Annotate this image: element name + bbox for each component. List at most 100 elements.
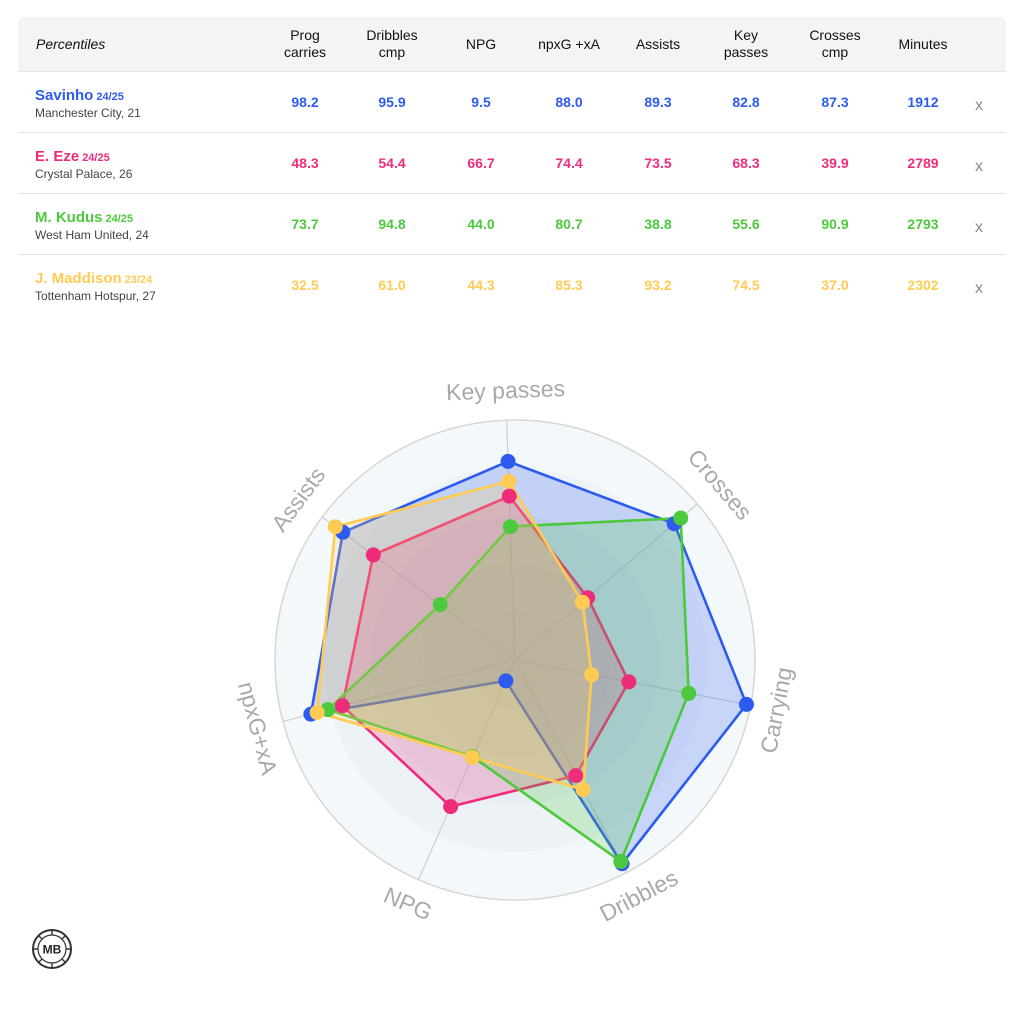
- player-name[interactable]: J. Maddison 23/24: [35, 270, 153, 287]
- stat-cell: 9.5: [471, 94, 491, 110]
- data-point: [327, 519, 343, 535]
- column-header-npg[interactable]: NPG: [465, 35, 497, 52]
- data-point: [584, 667, 600, 683]
- stat-cell: 82.8: [732, 94, 760, 110]
- remove-player-button[interactable]: x: [975, 97, 983, 114]
- data-point: [501, 473, 517, 489]
- stat-cell: 68.3: [732, 155, 760, 171]
- column-header-minutes[interactable]: Minutes: [898, 35, 948, 52]
- data-point: [500, 453, 516, 469]
- stat-cell: 74.4: [555, 155, 583, 171]
- data-point: [673, 510, 689, 526]
- stat-cell: 54.4: [378, 155, 406, 171]
- stat-cell: 44.0: [467, 216, 495, 232]
- stat-cell: 89.3: [644, 94, 672, 110]
- stat-cell: 38.8: [644, 216, 672, 232]
- remove-player-button[interactable]: x: [975, 219, 983, 236]
- data-point: [613, 853, 629, 869]
- column-header-crosses[interactable]: Crosses cmp: [809, 27, 861, 60]
- mb-logo: MB: [31, 928, 73, 970]
- radar-spoke: [514, 659, 628, 873]
- table-row: E. Eze 24/25 Crystal Palace, 26 48.3 54.4 66.…: [18, 133, 1006, 194]
- axis-label: npxG+xA: [233, 679, 283, 778]
- series-area-j-maddison: [315, 479, 593, 791]
- stat-cell: 85.3: [555, 277, 583, 293]
- table-header: Percentiles Prog carries Dribbles cmp NPG …: [18, 17, 1006, 72]
- data-point: [365, 547, 381, 563]
- radar-spoke: [417, 659, 516, 880]
- table-row: M. Kudus 24/25 West Ham United, 24 73.7 94.8…: [18, 194, 1006, 255]
- stat-cell: 90.9: [821, 216, 849, 232]
- player-season: 23/24: [124, 274, 153, 286]
- data-point: [432, 597, 448, 613]
- stat-cell: 2302: [907, 277, 939, 293]
- series-area-savinho: [309, 460, 748, 866]
- player-name[interactable]: M. Kudus 24/25: [35, 209, 134, 226]
- stat-cell: 55.6: [732, 216, 760, 232]
- stat-cell: 32.5: [291, 277, 319, 293]
- column-header-dribbles[interactable]: Dribbles cmp: [366, 27, 418, 60]
- stat-cell: 88.0: [555, 94, 583, 110]
- stat-cell: 61.0: [378, 277, 406, 293]
- stat-cell: 48.3: [291, 155, 319, 171]
- radar-spoke: [514, 503, 698, 661]
- remove-player-button[interactable]: x: [975, 158, 983, 175]
- stat-cell: 1912: [907, 94, 939, 110]
- data-point: [498, 673, 514, 689]
- stat-cell: 2789: [907, 155, 939, 171]
- data-point: [309, 704, 325, 720]
- player-team: Tottenham Hotspur, 27: [35, 289, 156, 303]
- data-point: [575, 782, 591, 798]
- table-row: Savinho 24/25 Manchester City, 21 98.2 95.9 9…: [18, 72, 1006, 133]
- table-row: J. Maddison 23/24 Tottenham Hotspur, 27 32.…: [18, 255, 1006, 315]
- player-team: Crystal Palace, 26: [35, 167, 133, 181]
- percentiles-table: Percentiles Prog carries Dribbles cmp NPG …: [18, 17, 1006, 315]
- stat-cell: 39.9: [821, 155, 849, 171]
- series-area-m-kudus: [326, 516, 691, 863]
- column-header-npxg-xa[interactable]: npxG +xA: [538, 35, 600, 52]
- player-name[interactable]: E. Eze 24/25: [35, 148, 110, 165]
- player-season: 24/25: [96, 91, 124, 103]
- data-point: [464, 749, 480, 765]
- stat-cell: 80.7: [555, 216, 583, 232]
- axis-label: Carrying: [755, 665, 797, 755]
- column-header-key-passes[interactable]: Key passes: [723, 27, 769, 60]
- stat-cell: 73.7: [291, 216, 319, 232]
- stat-cell: 95.9: [378, 94, 406, 110]
- stat-cell: 66.7: [467, 155, 495, 171]
- data-point: [443, 799, 459, 815]
- stat-cell: 73.5: [644, 155, 672, 171]
- data-point: [501, 488, 517, 504]
- data-point: [334, 698, 350, 714]
- stat-cell: 87.3: [821, 94, 849, 110]
- data-point: [574, 594, 590, 610]
- player-name[interactable]: Savinho 24/25: [35, 87, 124, 104]
- series-area-e-eze: [341, 494, 631, 808]
- logo-text: MB: [43, 943, 62, 957]
- axis-label: NPG: [380, 882, 436, 926]
- logo-badge-icon: MB: [32, 929, 72, 969]
- stat-cell: 98.2: [291, 94, 319, 110]
- remove-player-button[interactable]: x: [975, 280, 983, 297]
- data-point: [568, 768, 584, 784]
- stat-cell: 2793: [907, 216, 939, 232]
- table-body: Savinho 24/25 Manchester City, 21 98.2 95.9 9…: [18, 72, 1006, 315]
- stat-cell: 74.5: [732, 277, 760, 293]
- data-point: [681, 685, 697, 701]
- stat-cell: 94.8: [378, 216, 406, 232]
- player-team: West Ham United, 24: [35, 228, 149, 242]
- radar-spoke: [321, 516, 516, 661]
- data-point: [502, 519, 518, 535]
- player-season: 24/25: [105, 213, 134, 225]
- data-point: [738, 696, 754, 712]
- player-team: Manchester City, 21: [35, 106, 141, 120]
- data-point: [621, 674, 637, 690]
- column-header-prog-carries[interactable]: Prog carries: [283, 27, 326, 60]
- percentiles-header: Percentiles: [36, 35, 106, 52]
- radar-outer-ring: [274, 419, 756, 901]
- stat-cell: 37.0: [821, 277, 849, 293]
- stat-cell: 93.2: [644, 277, 672, 293]
- player-season: 24/25: [82, 152, 110, 164]
- column-header-assists[interactable]: Assists: [635, 35, 681, 52]
